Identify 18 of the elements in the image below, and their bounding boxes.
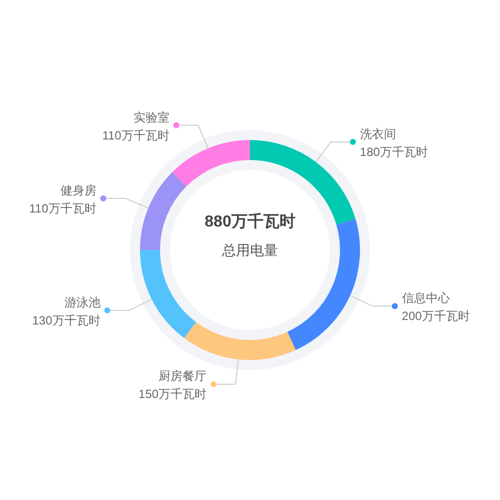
slice-label: 信息中心	[402, 291, 450, 306]
text: 880万千瓦时	[204, 212, 296, 230]
donut-slice	[184, 322, 296, 360]
data-label: 200万千瓦时	[402, 309, 470, 324]
data-label: 110万千瓦时	[29, 201, 96, 216]
data-label: 130万千瓦时	[32, 313, 100, 328]
donut-slice	[172, 140, 250, 186]
donut-slice	[140, 250, 196, 338]
slice-label: 健身房	[60, 183, 96, 198]
slice-label: 厨房餐厅	[158, 369, 207, 384]
donut-slice	[140, 172, 186, 250]
slice-label: 游泳池	[64, 295, 100, 310]
slice-label: 洗衣间	[360, 126, 396, 141]
data-label: 150万千瓦时	[138, 387, 207, 402]
data-label: 110万千瓦时	[102, 128, 170, 142]
data-label: 180万千瓦时	[360, 144, 428, 159]
slice-label: 实验室	[133, 110, 170, 124]
text: 总用电量	[221, 242, 278, 258]
